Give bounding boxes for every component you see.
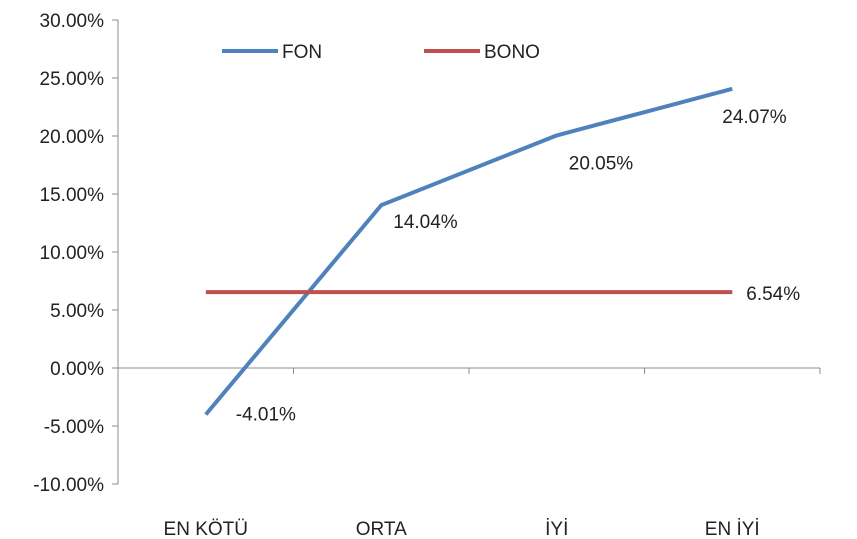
x-tick-label: EN İYİ bbox=[705, 519, 760, 539]
y-tick-label: 25.00% bbox=[40, 69, 105, 90]
data-label: 6.54% bbox=[746, 284, 800, 305]
y-tick-label: -10.00% bbox=[33, 475, 104, 496]
x-tick-label: İYİ bbox=[545, 519, 568, 539]
series-line-fon bbox=[204, 86, 733, 416]
y-tick-label: 20.00% bbox=[40, 127, 105, 148]
data-label: 14.04% bbox=[393, 212, 458, 233]
legend-label-bono: BONO bbox=[484, 42, 540, 63]
data-label: 20.05% bbox=[569, 153, 634, 174]
y-tick-label: -5.00% bbox=[44, 417, 104, 438]
y-tick-label: 15.00% bbox=[40, 185, 105, 206]
data-label: 24.07% bbox=[722, 107, 787, 128]
data-label: -4.01% bbox=[236, 405, 296, 426]
legend-label-fon: FON bbox=[282, 42, 322, 63]
y-tick-label: 0.00% bbox=[50, 359, 104, 380]
x-tick-label: EN KÖTÜ bbox=[164, 519, 248, 539]
y-tick-label: 30.00% bbox=[40, 11, 105, 32]
y-tick-label: 10.00% bbox=[40, 243, 105, 264]
x-tick-label: ORTA bbox=[356, 519, 407, 539]
y-tick-label: 5.00% bbox=[50, 301, 104, 322]
